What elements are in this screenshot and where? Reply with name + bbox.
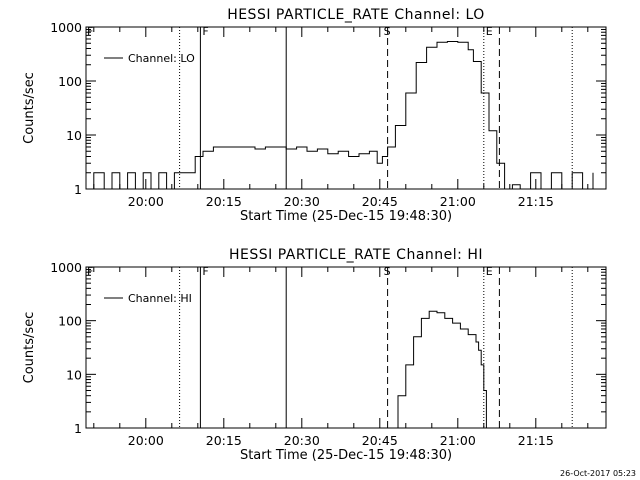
plot-frame xyxy=(85,266,607,429)
y-tick-label: 10 xyxy=(66,128,82,143)
x-tick-label: 20:00 xyxy=(128,433,164,448)
legend-label: Channel: LO xyxy=(128,52,195,65)
x-tick-label: 21:00 xyxy=(440,433,476,448)
chart-panel-1: HESSI PARTICLE_RATE Channel: LO 1 10 100 100… xyxy=(22,7,607,224)
event-marker-label: F xyxy=(87,265,93,278)
y-tick-label: 100 xyxy=(58,74,82,89)
x-tick-label: 20:30 xyxy=(284,433,320,448)
chart-panel-2: HESSI PARTICLE_RATE Channel: HI 1 10 100 100… xyxy=(22,247,607,463)
x-tick-label: 20:45 xyxy=(362,194,398,209)
chart-title: HESSI PARTICLE_RATE Channel: LO xyxy=(227,7,485,23)
plot-frame xyxy=(85,26,607,190)
y-tick-label: 1 xyxy=(74,182,82,197)
event-marker-label: F xyxy=(87,25,93,38)
event-marker-label: F xyxy=(202,25,208,38)
y-tick-label: 1000 xyxy=(50,260,82,275)
y-axis-label: Counts/sec xyxy=(22,312,37,384)
y-tick-label: 1 xyxy=(74,421,82,436)
event-marker-label: S xyxy=(384,265,391,278)
x-tick-label: 20:15 xyxy=(206,194,242,209)
x-tick-label: 21:15 xyxy=(518,194,554,209)
x-tick-label: 20:30 xyxy=(284,194,320,209)
y-tick-label: 10 xyxy=(66,367,82,382)
y-tick-label: 100 xyxy=(58,314,82,329)
chart-title: HESSI PARTICLE_RATE Channel: HI xyxy=(229,247,483,263)
x-axis-label: Start Time (25-Dec-15 19:48:30) xyxy=(240,448,452,463)
event-marker-label: S xyxy=(384,25,391,38)
event-marker-label: E xyxy=(486,265,493,278)
y-axis-label: Counts/sec xyxy=(22,72,37,144)
x-tick-label: 21:15 xyxy=(518,433,554,448)
plot-timestamp: 26-Oct-2017 05:23 xyxy=(560,469,636,478)
x-tick-label: 20:00 xyxy=(128,194,164,209)
event-marker-label: E xyxy=(486,25,493,38)
x-axis-label: Start Time (25-Dec-15 19:48:30) xyxy=(240,209,452,224)
series-line xyxy=(86,41,594,190)
x-tick-label: 21:00 xyxy=(440,194,476,209)
event-marker-label: F xyxy=(202,265,208,278)
legend-label: Channel: HI xyxy=(128,292,192,305)
x-tick-label: 20:45 xyxy=(362,433,398,448)
x-tick-label: 20:15 xyxy=(206,433,242,448)
series-line xyxy=(390,310,487,429)
y-tick-label: 1000 xyxy=(50,20,82,35)
